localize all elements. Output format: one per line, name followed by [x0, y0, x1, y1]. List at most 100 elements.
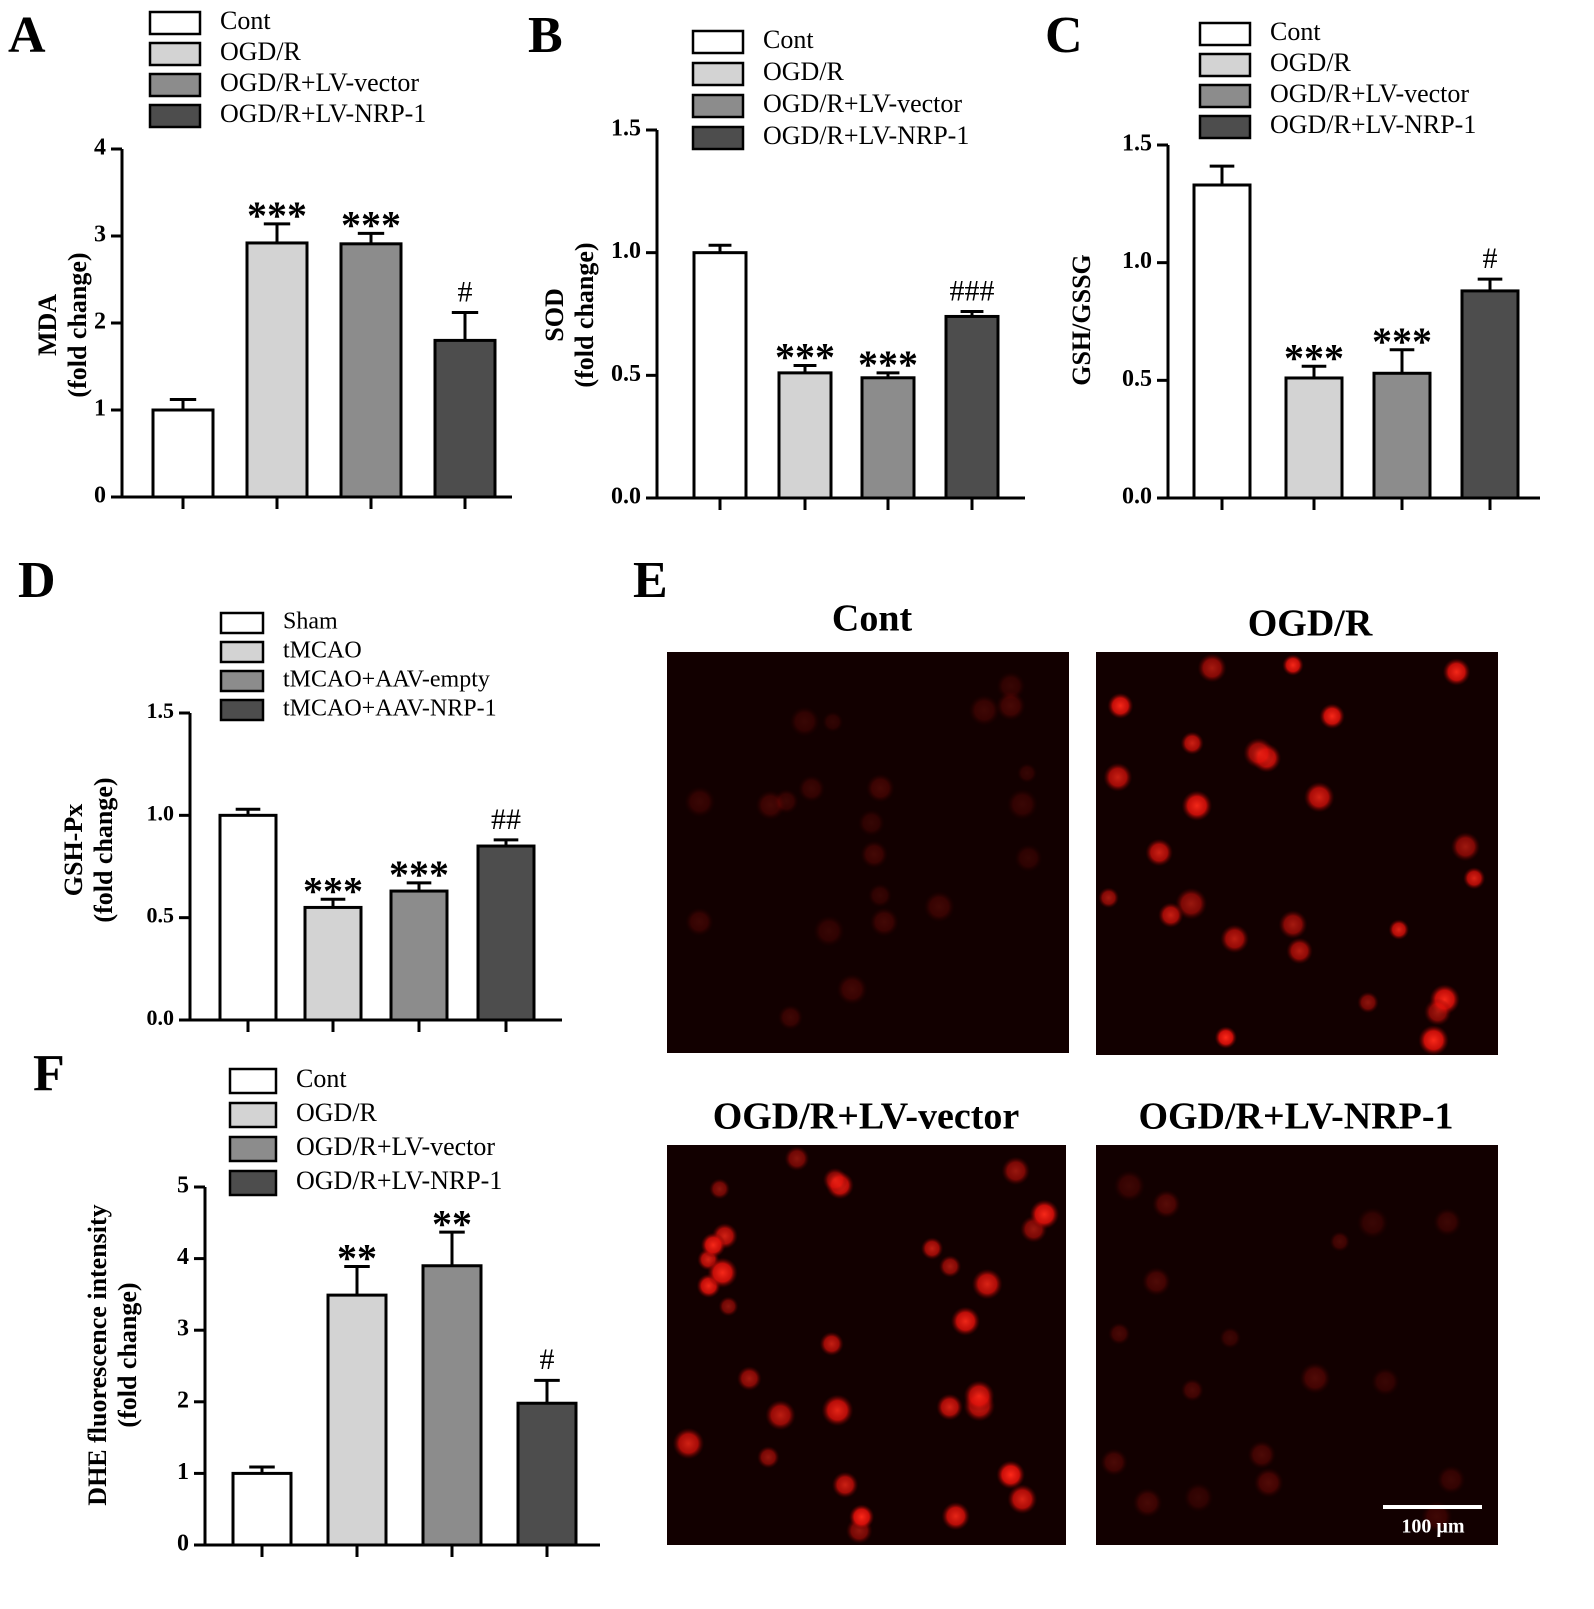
- cell: [789, 706, 820, 737]
- cell: [1388, 919, 1410, 940]
- bar: [151, 408, 215, 499]
- significance-label: **: [337, 1236, 377, 1281]
- cell: [822, 711, 844, 733]
- cell: [819, 1331, 844, 1356]
- cell: [1006, 788, 1038, 820]
- y-axis-label: GSH-Px: [59, 804, 88, 896]
- bar: [516, 1401, 578, 1547]
- image-title: OGD/R+LV-NRP-1: [1138, 1096, 1453, 1138]
- y-tick-label: 0.5: [611, 361, 641, 387]
- cell: [1436, 1465, 1466, 1495]
- legend-label: OGD/R: [763, 57, 845, 86]
- cell: [1214, 1026, 1238, 1049]
- y-tick-label: 1: [94, 396, 106, 422]
- cell: [813, 915, 845, 947]
- cell: [1433, 1207, 1462, 1237]
- cell: [718, 1296, 739, 1317]
- cell: [1219, 1326, 1241, 1349]
- y-tick-label: 1.0: [611, 238, 641, 264]
- cell: [1197, 653, 1227, 683]
- y-tick-label: 0: [94, 483, 106, 509]
- legend-label: tMCAO: [283, 638, 362, 664]
- panel-label: C: [1045, 7, 1083, 64]
- panel-label: F: [33, 1045, 65, 1102]
- cell: [950, 1306, 981, 1336]
- y-tick-label: 1.0: [1122, 248, 1152, 274]
- scale-bar-label: 100 µm: [1401, 1516, 1465, 1538]
- significance-label: ##: [491, 803, 521, 836]
- legend-swatch: [691, 93, 745, 119]
- significance-label: **: [432, 1201, 472, 1246]
- legend-label: OGD/R+LV-vector: [220, 68, 419, 97]
- legend-swatch: [691, 29, 745, 55]
- legend-swatch: [691, 125, 745, 151]
- y-axis-label: SOD: [540, 288, 569, 341]
- cell: [1029, 1199, 1060, 1230]
- cell: [1152, 1189, 1181, 1219]
- significance-label: ***: [341, 203, 401, 248]
- y-tick-label: 0.0: [147, 1005, 175, 1030]
- significance-label: ***: [775, 335, 835, 380]
- cell: [1175, 887, 1208, 920]
- bar: [433, 338, 497, 499]
- cell: [923, 891, 955, 923]
- y-axis-label: (fold change): [113, 1282, 142, 1427]
- bar: [1372, 371, 1432, 500]
- cell: [1017, 763, 1038, 784]
- y-tick-label: 1.5: [1122, 131, 1152, 157]
- significance-label: #: [1483, 242, 1498, 275]
- cell: [1132, 1487, 1163, 1518]
- bar: [326, 1293, 388, 1547]
- cell: [865, 773, 895, 803]
- y-tick-label: 3: [177, 1316, 189, 1342]
- legend-swatch: [228, 1101, 278, 1129]
- legend-label: OGD/R+LV-NRP-1: [296, 1166, 502, 1195]
- y-axis-label: (fold change): [63, 252, 92, 397]
- legend-label: OGD/R+LV-NRP-1: [220, 99, 426, 128]
- bar: [231, 1471, 293, 1547]
- cell: [1299, 1362, 1331, 1394]
- cell: [849, 1504, 875, 1530]
- legend-label: tMCAO+AAV-empty: [283, 667, 490, 693]
- legend-label: OGD/R+LV-vector: [296, 1132, 495, 1161]
- cell: [1098, 887, 1120, 909]
- cell: [684, 786, 716, 818]
- cell: [1001, 1156, 1031, 1186]
- cell: [798, 775, 826, 803]
- cell: [685, 907, 714, 937]
- y-tick-label: 1: [177, 1459, 189, 1485]
- y-tick-label: 0.0: [1122, 484, 1152, 510]
- significance-label: ***: [389, 852, 449, 897]
- cell: [822, 1167, 848, 1193]
- cell: [867, 883, 892, 908]
- legend-swatch: [148, 41, 202, 67]
- cell: [1113, 1170, 1146, 1202]
- cell: [941, 1501, 971, 1531]
- cell: [1158, 902, 1184, 928]
- legend-swatch: [219, 669, 265, 693]
- legend-label: Sham: [283, 609, 338, 635]
- cell: [1463, 867, 1486, 890]
- bar: [1460, 289, 1520, 500]
- cell: [995, 691, 1026, 721]
- cell: [996, 1460, 1026, 1490]
- significance-label: ***: [247, 193, 307, 238]
- significance-label: ***: [858, 342, 918, 387]
- legend-swatch: [1198, 52, 1252, 78]
- significance-label: #: [540, 1343, 555, 1376]
- cell: [1319, 703, 1345, 729]
- legend-label: tMCAO+AAV-NRP-1: [283, 696, 497, 722]
- image-title: OGD/R: [1248, 603, 1373, 645]
- cell: [971, 1268, 1003, 1300]
- y-tick-label: 2: [94, 309, 106, 335]
- y-tick-label: 1.5: [611, 116, 641, 142]
- cell: [1442, 658, 1471, 686]
- y-tick-label: 1.5: [147, 698, 175, 723]
- y-tick-label: 0: [177, 1531, 189, 1557]
- cell: [1183, 1482, 1214, 1513]
- cell: [765, 1399, 796, 1431]
- bar: [777, 371, 833, 500]
- cell: [831, 1471, 859, 1499]
- y-tick-label: 0.0: [611, 484, 641, 510]
